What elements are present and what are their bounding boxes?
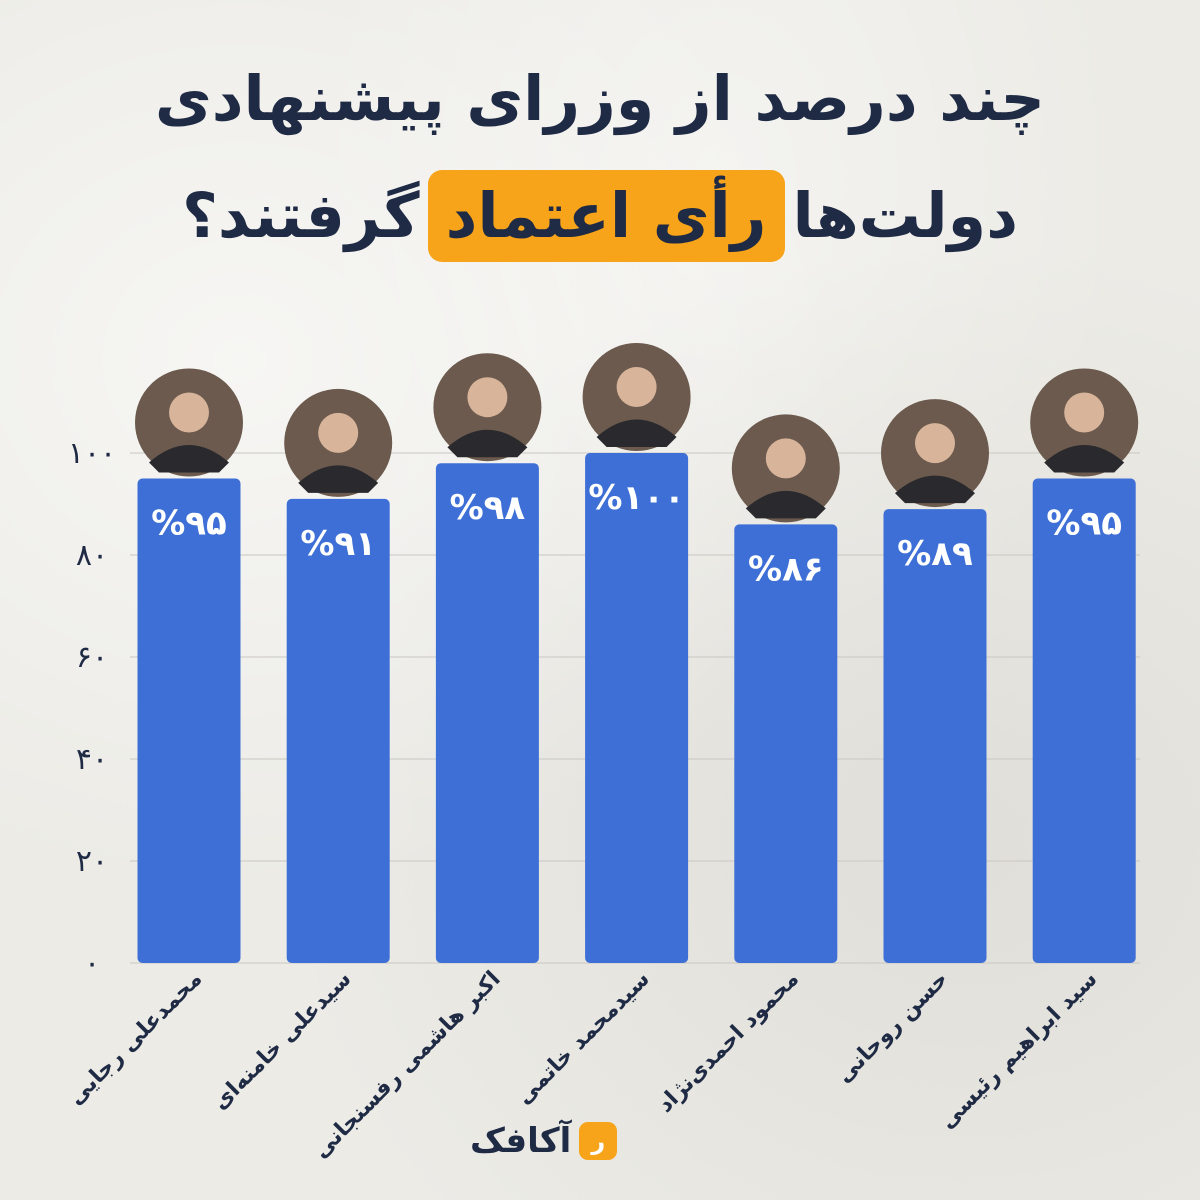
bar-value-label: %۹۵ [1046, 504, 1122, 544]
portrait-icon [582, 343, 691, 451]
brand-logo: ر آکافک [470, 1118, 618, 1164]
title-line2-part1: دولت‌ها [792, 179, 1019, 252]
chart-title-line2: دولت‌هارأی اعتمادگرفتند؟ [0, 170, 1200, 262]
portrait-icon [1030, 368, 1139, 477]
x-tick-label: محمود احمدی‌نژاد [653, 967, 804, 1118]
x-tick-label: سیدمحمد خاتمی [512, 967, 655, 1110]
brand-name: آکافک [470, 1121, 572, 1161]
x-tick-label: حسن روحانی [832, 967, 953, 1088]
y-tick-label: ۲۰ [76, 844, 108, 879]
bar [883, 509, 987, 963]
bar-value-label: %۹۸ [450, 488, 526, 528]
bar [734, 524, 838, 963]
bar-value-label: %۸۶ [748, 549, 824, 589]
y-tick-label: ۶۰ [76, 640, 108, 675]
portrait-icon [284, 388, 393, 497]
bar-value-label: %۱۰۰ [588, 478, 684, 518]
bar-value-label: %۹۱ [300, 524, 376, 564]
bar-value-label: %۸۹ [897, 534, 973, 574]
title-highlight: رأی اعتماد [427, 170, 785, 262]
y-tick-label: ۴۰ [76, 742, 108, 777]
x-tick-label: سیدعلی خامنه‌ای [208, 967, 357, 1116]
title-line2-part3: گرفتند؟ [181, 179, 420, 252]
bar [286, 498, 390, 963]
bar [137, 478, 241, 963]
y-tick-label: ۸۰ [76, 538, 108, 573]
y-tick-label: ۱۰۰ [68, 436, 116, 471]
chart-title-line1: چند درصد از وزرای پیشنهادی [154, 62, 1046, 135]
bar-value-label: %۹۵ [151, 504, 227, 544]
portrait-icon [731, 414, 840, 523]
portrait-icon [881, 399, 989, 508]
x-tick-label: سید ابراهیم رئیسی [935, 967, 1102, 1134]
y-tick-label: ۰ [84, 946, 100, 981]
portrait-icon [135, 368, 243, 477]
bar [1032, 478, 1136, 963]
bar [435, 463, 539, 963]
x-tick-label: محمدعلی رجایی [64, 967, 208, 1111]
brand-logo-icon: ر [579, 1122, 618, 1160]
bar [585, 453, 689, 963]
portrait-icon [433, 353, 542, 462]
